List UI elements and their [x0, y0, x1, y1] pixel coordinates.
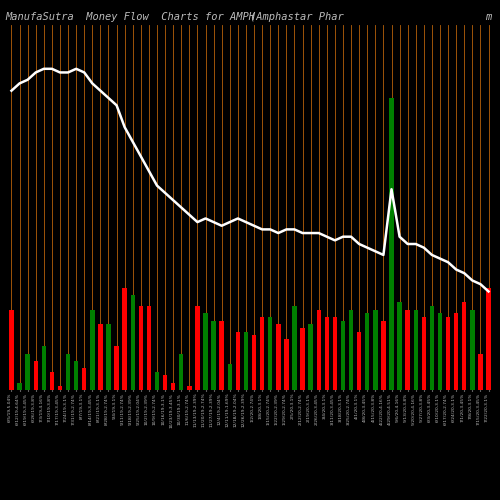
Bar	[220, 320, 224, 390]
Bar	[26, 354, 30, 390]
Bar	[341, 320, 345, 390]
Bar	[324, 317, 329, 390]
Bar	[316, 310, 321, 390]
Bar	[357, 332, 362, 390]
Text: ManufaSutra  Money Flow  Charts for AMPH: ManufaSutra Money Flow Charts for AMPH	[5, 12, 255, 22]
Bar	[349, 310, 354, 390]
Bar	[430, 306, 434, 390]
Bar	[146, 306, 151, 390]
Bar	[114, 346, 119, 390]
Bar	[66, 354, 70, 390]
Bar	[260, 317, 264, 390]
Bar	[365, 314, 370, 390]
Bar	[422, 317, 426, 390]
Bar	[438, 314, 442, 390]
Bar	[300, 328, 305, 390]
Bar	[292, 306, 296, 390]
Bar	[398, 302, 402, 390]
Bar	[82, 368, 86, 390]
Bar	[478, 354, 482, 390]
Bar	[74, 361, 78, 390]
Bar	[179, 354, 184, 390]
Bar	[244, 332, 248, 390]
Bar	[252, 335, 256, 390]
Bar	[195, 306, 200, 390]
Bar	[187, 386, 192, 390]
Bar	[9, 310, 14, 390]
Bar	[58, 386, 62, 390]
Bar	[462, 302, 466, 390]
Bar	[138, 306, 143, 390]
Bar	[236, 332, 240, 390]
Bar	[268, 317, 272, 390]
Bar	[446, 317, 450, 390]
Bar	[486, 288, 491, 390]
Bar	[163, 376, 168, 390]
Bar	[228, 364, 232, 390]
Bar	[204, 314, 208, 390]
Bar	[90, 310, 94, 390]
Bar	[98, 324, 102, 390]
Bar	[130, 295, 135, 390]
Bar	[212, 320, 216, 390]
Bar	[373, 310, 378, 390]
Bar	[18, 382, 22, 390]
Bar	[50, 372, 54, 390]
Bar	[106, 324, 110, 390]
Bar	[454, 314, 458, 390]
Bar	[171, 382, 175, 390]
Text: m: m	[485, 12, 491, 22]
Bar	[406, 310, 410, 390]
Bar	[276, 324, 280, 390]
Bar	[414, 310, 418, 390]
Bar	[308, 324, 313, 390]
Bar	[122, 288, 127, 390]
Bar	[155, 372, 159, 390]
Bar	[470, 310, 474, 390]
Bar	[42, 346, 46, 390]
Bar	[390, 98, 394, 390]
Bar	[284, 339, 288, 390]
Bar	[34, 361, 38, 390]
Bar	[381, 320, 386, 390]
Bar	[332, 317, 337, 390]
Text: (Amphastar Phar: (Amphastar Phar	[250, 12, 344, 22]
